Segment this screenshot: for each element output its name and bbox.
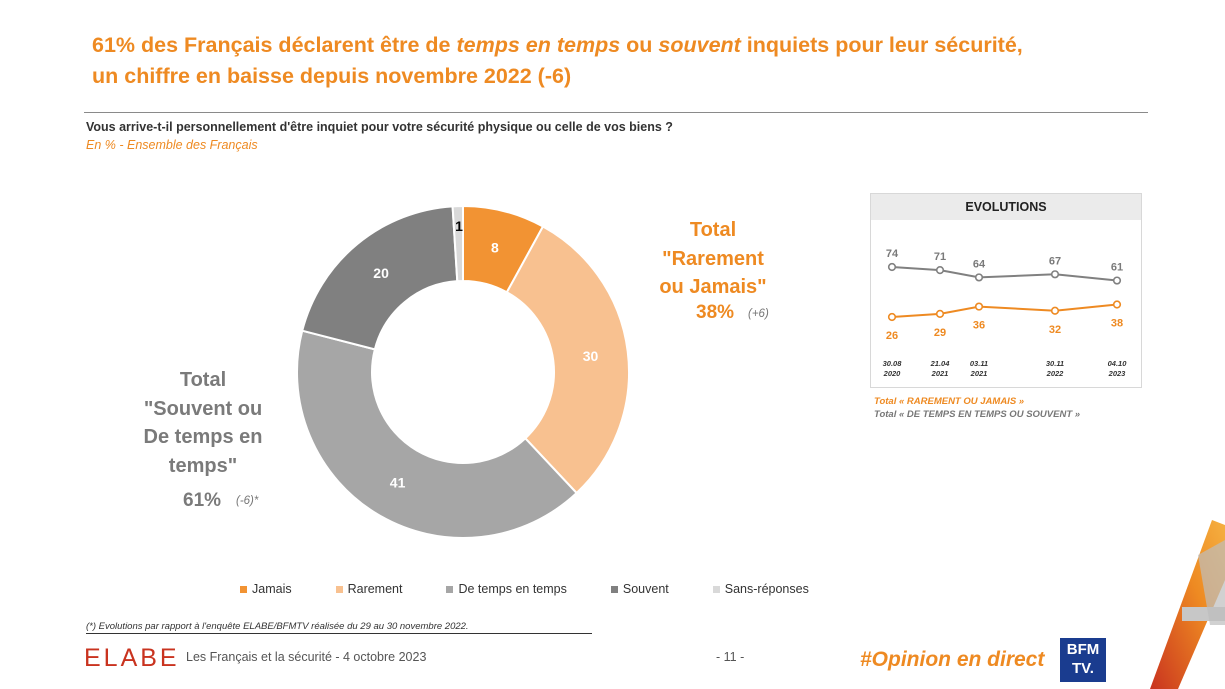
footnote: (*) Evolutions par rapport à l'enquête E… <box>86 621 469 632</box>
data-point <box>1112 276 1122 285</box>
slice-label: 30 <box>583 348 599 364</box>
page-title: 61% des Français déclarent être de temps… <box>92 33 1023 88</box>
slice-rarement <box>505 225 630 495</box>
slice-label: 8 <box>491 240 499 256</box>
slice-souvent <box>300 205 459 351</box>
series-rarement-jamais-line <box>891 303 1118 318</box>
page-number: - 11 - <box>716 650 745 664</box>
title-divider <box>84 112 1148 113</box>
base-subtitle: En % - Ensemble des Français <box>86 138 258 152</box>
hashtag: #Opinion en direct <box>860 648 1045 671</box>
slice-sans-reponses <box>451 204 464 283</box>
footnote-rule <box>86 633 592 634</box>
total-rj-line: ou Jamais" <box>659 276 767 298</box>
legend-swatch <box>335 585 343 593</box>
legend-item-sans-reponses: Sans-réponses <box>712 582 809 596</box>
slice-de-temps-en-temps <box>296 329 579 539</box>
data-label: 29 <box>934 327 946 339</box>
legend-swatch <box>240 585 247 593</box>
x-tick-label: 2023 <box>1108 369 1127 378</box>
legend-swatch <box>446 585 454 593</box>
data-point <box>1050 270 1060 279</box>
x-tick-label: 2020 <box>883 369 902 378</box>
data-point <box>1050 306 1060 315</box>
data-label: 36 <box>973 320 985 332</box>
data-point <box>935 266 945 275</box>
total-souvent-temps-label: Total "Souvent ou De temps en temps" <box>132 366 274 480</box>
data-label: 38 <box>1111 318 1123 330</box>
elabe-a-mark <box>1150 520 1225 689</box>
data-label: 61 <box>1111 262 1123 274</box>
data-label: 32 <box>1049 324 1061 336</box>
total-rj-line: "Rarement <box>662 247 764 270</box>
a-mark-shadow <box>1198 540 1225 625</box>
data-point <box>887 262 897 272</box>
legend-item-souvent: Souvent <box>610 582 669 596</box>
slice-label: 1 <box>455 218 463 234</box>
evolutions-title: EVOLUTIONS <box>871 194 1141 220</box>
legend-swatch <box>610 585 618 593</box>
x-tick-label: 2022 <box>1046 369 1065 378</box>
x-tick-label: 30.11 <box>1046 359 1064 368</box>
x-tick-label: 30.08 <box>883 359 903 368</box>
elabe-logo: ELABE <box>84 644 180 672</box>
total-st-line: Total <box>179 369 227 391</box>
data-label: 64 <box>973 258 986 270</box>
chart-legend: Jamais Rarement De temps en temps Souven… <box>240 582 853 596</box>
data-point <box>887 312 897 322</box>
data-point <box>974 302 984 311</box>
total-souvent-temps-pct: 61% <box>183 490 222 511</box>
legend-swatch <box>712 585 720 593</box>
legend-item-de-temps-en-temps: De temps en temps <box>446 582 567 596</box>
data-point <box>1112 300 1122 309</box>
total-rarement-jamais-change: (+6) <box>748 308 769 320</box>
footer-text: Les Français et la sécurité - 4 octobre … <box>186 650 427 664</box>
legend-item-rarement: Rarement <box>335 582 402 596</box>
x-tick-label: 2021 <box>970 369 988 378</box>
bfmtv-logo: BFM TV. <box>1060 638 1106 682</box>
series-temps-souvent-line <box>891 266 1118 282</box>
legend-item-jamais: Jamais <box>240 582 292 596</box>
x-tick-label: 2021 <box>931 369 949 378</box>
evolutions-legend-temps-souvent: Total « DE TEMPS EN TEMPS OU SOUVENT » <box>874 409 1081 420</box>
total-st-line: temps" <box>168 454 238 477</box>
total-st-line: De temps en <box>143 426 263 448</box>
total-souvent-temps-change: (-6)* <box>236 495 259 507</box>
data-label: 67 <box>1049 255 1061 267</box>
data-label: 74 <box>886 248 899 260</box>
evolutions-panel <box>870 193 1142 388</box>
slice-label: 20 <box>373 265 389 281</box>
question-text: Vous arrive-t-il personnellement d'être … <box>86 120 673 134</box>
evolutions-legend-rarement-jamais: Total « RAREMENT OU JAMAIS » <box>874 396 1025 407</box>
total-rarement-jamais-pct: 38% <box>696 302 735 323</box>
total-rarement-jamais-label: Total "Rarement ou Jamais" <box>648 216 778 302</box>
data-label: 71 <box>934 251 946 263</box>
data-label: 26 <box>886 330 898 342</box>
total-st-line: "Souvent ou <box>143 397 263 420</box>
slice-label: 41 <box>390 475 406 491</box>
x-tick-label: 03.11 <box>970 359 988 368</box>
data-point <box>974 273 984 282</box>
x-tick-label: 21.04 <box>930 359 951 368</box>
data-point <box>935 309 945 318</box>
total-rj-line: Total <box>689 219 737 241</box>
x-tick-label: 04.10 <box>1108 359 1128 368</box>
